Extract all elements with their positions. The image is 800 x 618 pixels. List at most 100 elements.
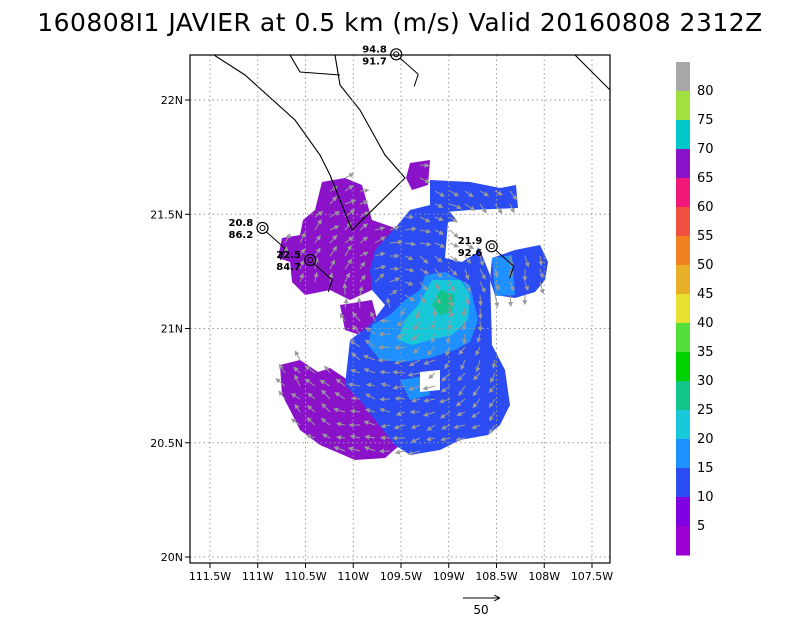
wind-vector <box>299 232 306 244</box>
wind-vector <box>365 382 376 388</box>
wind-vector <box>457 372 466 382</box>
wind-vector <box>479 203 487 214</box>
wind-vector <box>477 294 483 307</box>
wind-vector <box>509 281 515 292</box>
wind-vector <box>364 408 376 413</box>
wind-vector <box>464 203 476 211</box>
scale-arrow-label: 50 <box>473 603 488 617</box>
wind-vector <box>434 190 445 197</box>
wind-vector <box>365 327 376 335</box>
wind-vector <box>471 411 481 418</box>
wind-vector <box>404 226 417 232</box>
wind-vector <box>392 385 406 390</box>
wind-vector <box>294 350 301 361</box>
wind-vector <box>477 307 483 320</box>
colorbar-label: 20 <box>697 432 714 447</box>
lon-tick-label: 111.5W <box>189 570 231 583</box>
wind-speed-region <box>420 370 440 392</box>
wind-vector <box>299 272 304 283</box>
wind-vector <box>329 186 338 192</box>
wind-vectors <box>275 162 545 456</box>
wind-vector <box>419 177 431 184</box>
wind-vector <box>379 407 391 413</box>
wind-vector <box>488 424 496 435</box>
wind-vector <box>464 255 472 264</box>
wind-vector <box>434 242 446 248</box>
wind-vector <box>434 294 441 305</box>
wind-vector <box>422 385 436 391</box>
wind-vector <box>374 251 386 257</box>
wind-vector <box>430 320 436 330</box>
wind-vector <box>359 236 368 244</box>
wind-vector <box>434 229 445 235</box>
wind-vector <box>335 378 346 387</box>
wind-vector <box>419 228 432 234</box>
wind-vector <box>461 333 467 345</box>
wind-barb <box>399 57 419 87</box>
lon-tick-label: 110.5W <box>284 570 326 583</box>
wind-vector <box>329 196 338 205</box>
wind-vector <box>347 382 361 388</box>
wind-vector <box>456 411 466 417</box>
wind-vector <box>494 294 500 308</box>
wind-vector <box>404 255 414 261</box>
wind-vector <box>448 307 454 319</box>
coastline <box>213 55 610 231</box>
wind-vector <box>419 294 427 304</box>
wind-vector <box>278 363 286 374</box>
wind-vector <box>363 368 376 374</box>
station-dot <box>393 51 400 58</box>
wind-vector <box>419 162 430 168</box>
wind-vector <box>441 372 451 382</box>
station-value-1: 94.8 <box>362 44 387 55</box>
colorbar-swatch <box>676 381 690 411</box>
wind-vector <box>328 272 334 283</box>
wind-vector <box>471 424 481 430</box>
wind-vector <box>350 368 361 374</box>
wind-vector <box>509 190 518 201</box>
colorbar-swatch <box>676 149 690 179</box>
colorbar-swatch <box>676 62 690 92</box>
wind-vector <box>370 311 376 322</box>
wind-vector <box>411 397 421 403</box>
wind-vector <box>363 420 376 426</box>
wind-vector <box>344 236 354 244</box>
wind-vector <box>359 223 368 231</box>
wind-vector <box>394 396 406 402</box>
wind-vector <box>395 411 406 416</box>
wind-vector <box>363 446 376 452</box>
wind-vector <box>299 259 305 270</box>
wind-vector <box>438 398 451 404</box>
wind-vector <box>389 239 403 245</box>
wind-vector <box>439 411 451 419</box>
wind-vector <box>460 359 466 371</box>
wind-vector <box>321 403 331 413</box>
wind-vector <box>305 434 316 439</box>
wind-vector <box>394 449 406 455</box>
wind-vector <box>394 345 406 351</box>
wind-vector <box>374 264 387 270</box>
wind-barb <box>266 231 285 261</box>
station-value-1: 21.9 <box>458 236 483 247</box>
wind-vector <box>477 320 483 332</box>
wind-vector <box>294 403 301 413</box>
wind-vector <box>344 185 354 192</box>
wind-vector <box>284 233 291 244</box>
wind-vector <box>475 346 481 356</box>
station-value-2: 91.7 <box>362 56 387 67</box>
lat-tick-label: 21.5N <box>150 208 183 221</box>
wind-vector <box>491 359 497 369</box>
wind-vector <box>379 369 391 375</box>
wind-vector <box>389 225 400 231</box>
wind-vector <box>408 385 421 391</box>
wind-vector <box>524 255 530 268</box>
wind-vector <box>314 247 321 257</box>
wind-vector <box>349 408 361 414</box>
station-s2: 94.891.7 <box>362 44 419 87</box>
wind-vector <box>488 398 496 408</box>
wind-vector <box>359 211 370 218</box>
wind-vector <box>479 281 486 293</box>
wind-vector <box>423 397 436 403</box>
colorbar-swatch <box>676 497 690 527</box>
lat-tick-label: 20.5N <box>150 437 183 450</box>
